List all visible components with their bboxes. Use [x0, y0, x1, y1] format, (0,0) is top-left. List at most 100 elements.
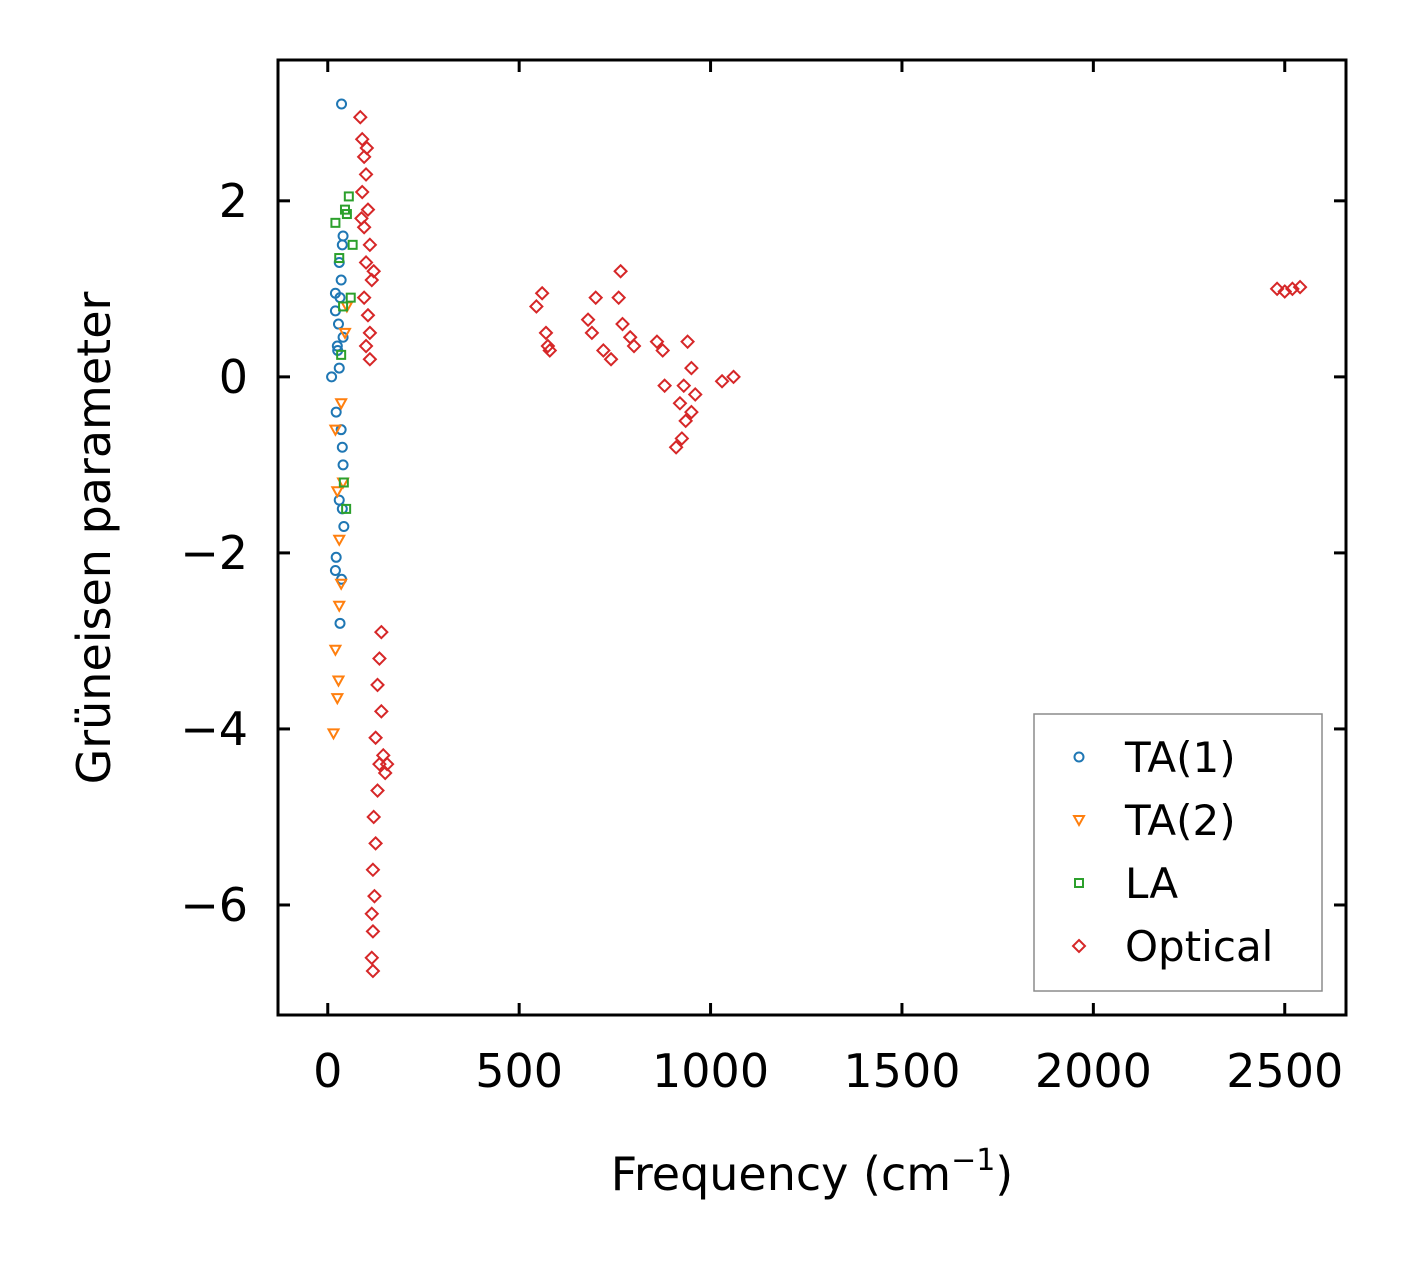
- plot-frame: [276, 58, 1348, 1017]
- data-point: [328, 424, 343, 437]
- data-point: [626, 338, 642, 354]
- data-point: [367, 888, 382, 904]
- data-point: [668, 439, 684, 455]
- data-point: [336, 349, 347, 360]
- data-point: [330, 217, 341, 228]
- data-marks: [326, 98, 1308, 979]
- data-point: [365, 923, 381, 939]
- x-tick-label: 1000: [652, 1044, 769, 1098]
- data-point: [338, 477, 349, 488]
- data-point: [1292, 279, 1308, 295]
- data-point: [1269, 281, 1285, 297]
- data-point: [538, 325, 554, 341]
- data-point: [366, 809, 382, 825]
- data-point: [584, 325, 600, 341]
- data-point: [588, 290, 604, 306]
- data-point: [674, 431, 690, 446]
- x-tick-label: 0: [313, 1044, 342, 1098]
- data-point: [333, 362, 345, 374]
- data-point: [326, 728, 341, 741]
- data-point: [680, 334, 696, 350]
- y-axis-ticks: −6 −4 −2 0 2: [180, 174, 1346, 932]
- data-point: [338, 520, 350, 532]
- data-point: [331, 675, 346, 688]
- y-tick-label: −2: [180, 526, 248, 580]
- legend-label: LA: [1125, 859, 1178, 908]
- data-point: [330, 486, 345, 499]
- data-point: [657, 378, 673, 394]
- data-point: [356, 290, 372, 306]
- data-point: [362, 351, 378, 367]
- data-point: [672, 395, 688, 411]
- data-point: [362, 237, 378, 253]
- x-tick-label: 2000: [1035, 1044, 1152, 1098]
- data-point: [336, 441, 348, 453]
- data-point: [366, 263, 382, 279]
- data-point: [334, 253, 345, 264]
- legend-label: TA(1): [1124, 733, 1236, 782]
- data-point: [332, 534, 346, 547]
- data-point: [360, 307, 376, 323]
- data-point: [684, 360, 699, 376]
- data-point: [1284, 281, 1300, 297]
- legend-marker: [1074, 878, 1084, 888]
- data-point: [678, 413, 694, 429]
- data-point: [370, 783, 385, 798]
- data-point: [726, 369, 741, 385]
- series-la: [330, 191, 358, 514]
- x-tick-label: 500: [475, 1044, 563, 1098]
- data-point: [334, 578, 348, 591]
- x-axis-label-close: ): [995, 1147, 1013, 1201]
- legend-label: Optical: [1125, 922, 1273, 971]
- data-point: [676, 378, 692, 394]
- data-point: [377, 765, 393, 781]
- data-point: [326, 371, 338, 383]
- data-point: [332, 318, 344, 330]
- data-point: [613, 263, 629, 279]
- data-point: [358, 255, 374, 270]
- data-point: [335, 274, 347, 286]
- data-point: [338, 301, 349, 312]
- data-point: [615, 316, 630, 332]
- y-tick-label: 2: [219, 174, 248, 228]
- legend-label: TA(2): [1124, 796, 1236, 845]
- data-point: [334, 398, 348, 411]
- y-tick-label: 0: [219, 350, 248, 404]
- data-point: [329, 565, 341, 577]
- data-point: [580, 312, 596, 328]
- legend-marker: [1071, 938, 1087, 954]
- data-point: [360, 202, 376, 218]
- data-point: [341, 209, 352, 220]
- data-point: [528, 299, 544, 314]
- data-point: [354, 211, 369, 226]
- legend-entry: LA: [1074, 859, 1178, 908]
- data-point: [354, 184, 370, 200]
- data-point: [332, 600, 346, 613]
- x-tick-label: 2500: [1226, 1044, 1343, 1098]
- y-tick-label: −4: [180, 702, 248, 756]
- data-point: [534, 285, 550, 301]
- series-optical: [352, 109, 1308, 979]
- legend-entry: TA(1): [1073, 733, 1236, 782]
- data-point: [341, 503, 352, 514]
- data-point: [328, 644, 343, 657]
- data-point: [684, 404, 699, 420]
- data-point: [714, 373, 730, 389]
- data-point: [338, 327, 352, 340]
- data-point: [365, 963, 381, 979]
- legend-marker: [1073, 751, 1085, 763]
- data-point: [336, 98, 348, 110]
- y-axis-label: Grüneisen parameter: [67, 291, 121, 784]
- data-point: [337, 230, 349, 242]
- x-tick-label: 1500: [843, 1044, 960, 1098]
- legend-entry: Optical: [1071, 922, 1273, 971]
- x-axis-label-superscript: −1: [951, 1143, 995, 1178]
- x-axis-label: Frequency (cm−1): [611, 1143, 1014, 1201]
- data-point: [373, 703, 389, 719]
- data-point: [352, 109, 368, 125]
- data-point: [379, 756, 395, 772]
- data-point: [687, 387, 703, 402]
- data-point: [330, 551, 342, 563]
- data-point: [356, 149, 372, 165]
